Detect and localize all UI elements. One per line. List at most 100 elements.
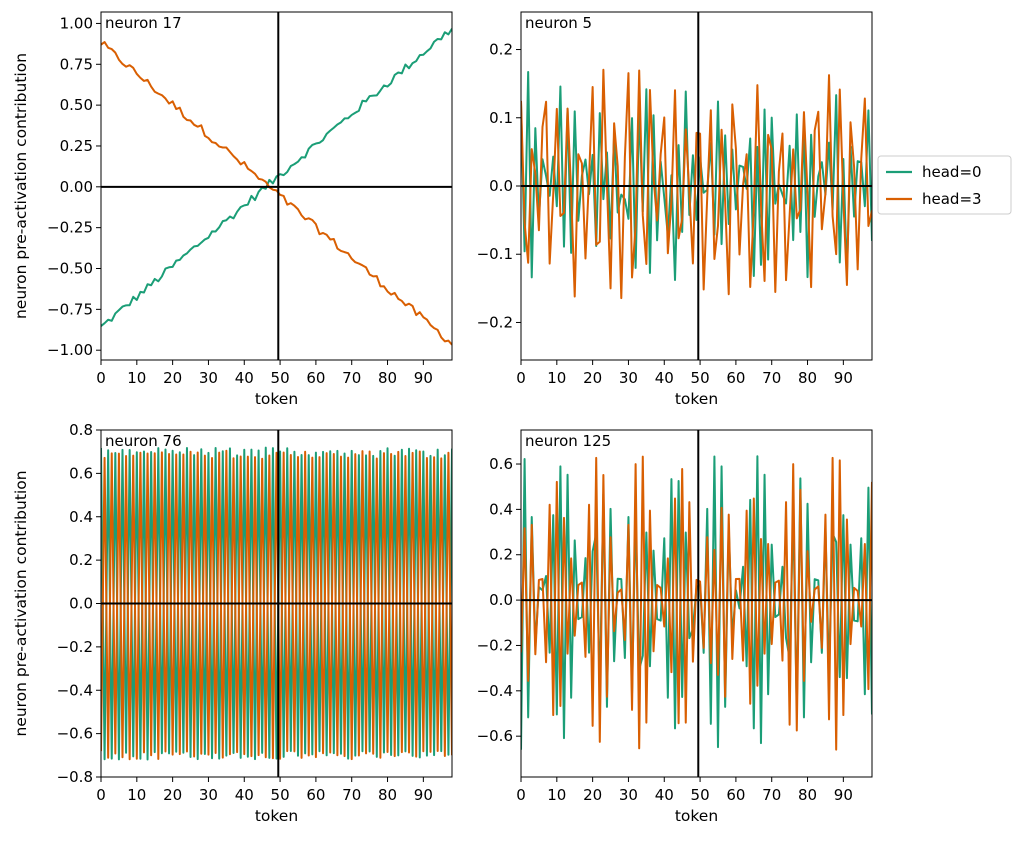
y-tick-label: 1.00 (60, 14, 93, 32)
y-tick-label: 0.0 (69, 595, 93, 613)
series-line-head-3 (101, 41, 452, 346)
y-tick-label: −0.2 (477, 636, 513, 654)
y-tick-label: 0.2 (489, 546, 513, 564)
x-tick-label: 0 (96, 369, 106, 387)
y-tick-label: −0.2 (57, 638, 93, 656)
panel-neuron-76: neuron 76 −0.8 −0.6 −0.4 −0.2 0.0 0.2 0.4 0.6 0.… (12, 421, 453, 825)
x-tick-label: 30 (619, 369, 638, 387)
x-tick-label: 50 (271, 369, 290, 387)
x-tick-label: 90 (414, 786, 433, 804)
plot-area (100, 429, 453, 778)
series-line-head-3 (521, 68, 872, 300)
panel-title: neuron 125 (525, 432, 611, 450)
series-line-head-0 (101, 28, 452, 327)
x-tick-label: 70 (762, 786, 781, 804)
y-tick-label: −0.6 (477, 727, 513, 745)
y-tick-label: 0.2 (69, 551, 93, 569)
x-tick-label: 80 (798, 369, 817, 387)
x-tick-label: 10 (547, 786, 566, 804)
x-tick-label: 80 (798, 786, 817, 804)
x-tick-label: 50 (271, 786, 290, 804)
x-axis: 0 10 20 30 40 50 60 70 80 90 (516, 360, 853, 387)
y-tick-label: 0.1 (489, 109, 513, 127)
x-tick-label: 50 (691, 786, 710, 804)
x-tick-label: 0 (516, 369, 526, 387)
x-tick-label: 80 (378, 786, 397, 804)
x-tick-label: 20 (583, 369, 602, 387)
y-tick-label: −0.25 (47, 219, 93, 237)
y-tick-label: −0.75 (47, 300, 93, 318)
y-axis-label: neuron pre-activation contribution (12, 53, 30, 319)
y-tick-label: 0.0 (489, 591, 513, 609)
x-axis: 0 10 20 30 40 50 60 70 80 90 (516, 777, 853, 804)
x-axis-label: token (255, 807, 298, 825)
x-tick-label: 40 (235, 786, 254, 804)
y-tick-label: 0.6 (489, 455, 513, 473)
series-line-head-3 (101, 449, 452, 761)
x-tick-label: 10 (127, 786, 146, 804)
panel-title: neuron 76 (105, 432, 182, 450)
panel-neuron-125: neuron 125 −0.6 −0.4 −0.2 0.0 0.2 0.4 0.6 0 10 2… (477, 429, 873, 825)
y-tick-label: 0.0 (489, 177, 513, 195)
x-tick-label: 50 (691, 369, 710, 387)
x-axis: 0 10 20 30 40 50 60 70 80 90 (96, 360, 433, 387)
y-axis: −0.8 −0.6 −0.4 −0.2 0.0 0.2 0.4 0.6 0.8 (57, 421, 101, 786)
x-axis-label: token (255, 390, 298, 408)
x-tick-label: 40 (655, 786, 674, 804)
x-tick-label: 40 (235, 369, 254, 387)
x-axis: 0 10 20 30 40 50 60 70 80 90 (96, 777, 433, 804)
x-tick-label: 60 (726, 369, 745, 387)
y-tick-label: −1.00 (47, 341, 93, 359)
panel-neuron-5: neuron 5 −0.2 −0.1 0.0 0.1 0.2 0 10 20 30 40 50 60… (477, 11, 873, 408)
x-tick-label: 60 (726, 786, 745, 804)
plot-area (100, 11, 453, 361)
x-tick-label: 70 (342, 369, 361, 387)
x-tick-label: 80 (378, 369, 397, 387)
axes-frame (520, 429, 873, 778)
x-tick-label: 0 (516, 786, 526, 804)
y-tick-label: −0.50 (47, 260, 93, 278)
panel-title: neuron 17 (105, 14, 182, 32)
y-tick-label: −0.1 (477, 245, 513, 263)
y-tick-label: 0.6 (69, 464, 93, 482)
y-tick-label: −0.6 (57, 725, 93, 743)
x-tick-label: 0 (96, 786, 106, 804)
plot-area (520, 429, 873, 778)
legend-label-head-0: head=0 (922, 163, 982, 181)
y-tick-label: 0.4 (69, 508, 93, 526)
x-tick-label: 70 (342, 786, 361, 804)
y-axis: −1.00 −0.75 −0.50 −0.25 0.00 0.25 0.50 0.75 1.00 (47, 14, 101, 359)
plot-area (520, 11, 873, 361)
y-axis: −0.6 −0.4 −0.2 0.0 0.2 0.4 0.6 (477, 455, 521, 745)
x-tick-label: 90 (834, 369, 853, 387)
y-tick-label: 0.25 (60, 137, 93, 155)
y-axis: −0.2 −0.1 0.0 0.1 0.2 (477, 41, 521, 331)
x-tick-label: 40 (655, 369, 674, 387)
x-tick-label: 10 (127, 369, 146, 387)
x-tick-label: 30 (199, 786, 218, 804)
x-tick-label: 70 (762, 369, 781, 387)
panel-title: neuron 5 (525, 14, 592, 32)
x-tick-label: 20 (163, 369, 182, 387)
y-tick-label: 0.8 (69, 421, 93, 439)
y-tick-label: −0.8 (57, 768, 93, 786)
series-line-head-0 (101, 446, 452, 761)
panel-neuron-17: neuron 17 −1.00 −0.75 −0.50 −0.25 0.00 0.25 0.… (12, 11, 453, 408)
y-axis-label: neuron pre-activation contribution (12, 470, 30, 736)
x-tick-label: 90 (834, 786, 853, 804)
x-tick-label: 60 (306, 786, 325, 804)
x-tick-label: 20 (163, 786, 182, 804)
x-axis-label: token (675, 390, 718, 408)
legend: head=0 head=3 (877, 155, 1012, 215)
legend-label-head-3: head=3 (922, 190, 982, 208)
x-tick-label: 20 (583, 786, 602, 804)
y-tick-label: −0.2 (477, 313, 513, 331)
y-tick-label: 0.4 (489, 500, 513, 518)
y-tick-label: 0.2 (489, 41, 513, 59)
x-tick-label: 60 (306, 369, 325, 387)
x-tick-label: 90 (414, 369, 433, 387)
y-tick-label: 0.00 (60, 178, 93, 196)
y-tick-label: 0.50 (60, 96, 93, 114)
